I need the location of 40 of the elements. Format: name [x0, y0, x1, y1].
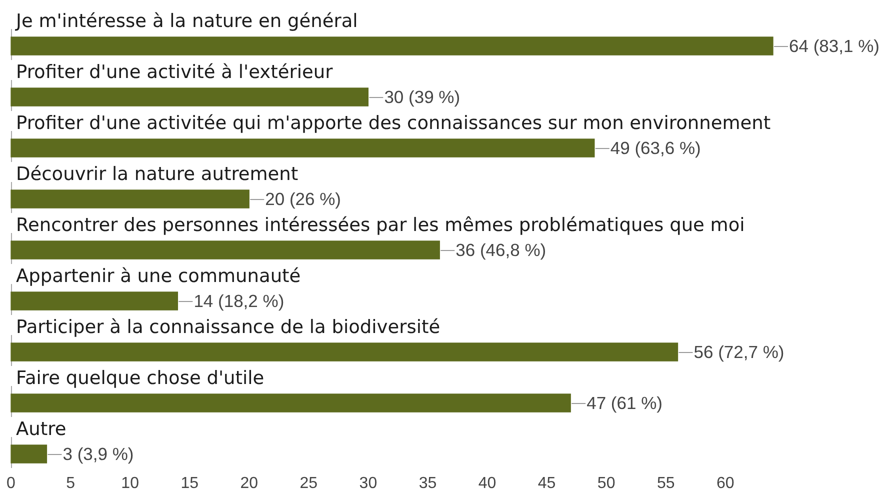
bar — [10, 138, 595, 158]
x-tick-label: 40 — [478, 475, 496, 492]
data-label: 30 (39 %) — [384, 86, 460, 107]
y-tick-label: Rencontrer des personnes intéressées par les mêmes problématiques que moi — [16, 215, 745, 236]
y-tick-label: Découvrir la nature autrement — [16, 164, 298, 185]
x-tick-label: 20 — [240, 475, 258, 492]
x-tick-label: 50 — [597, 475, 616, 492]
y-tick-label: Je m'intéresse à la nature en général — [15, 11, 358, 32]
x-tick-label: 35 — [418, 475, 437, 492]
data-label: 47 (61 %) — [586, 392, 662, 413]
bar — [10, 444, 48, 464]
bar — [10, 292, 178, 310]
bar — [10, 240, 440, 260]
x-tick-label: 55 — [656, 475, 675, 492]
x-tick-label: 0 — [6, 475, 16, 492]
data-label: 36 (46,8 %) — [456, 240, 546, 260]
y-tick-label: Profiter d'une activité à l'extérieur — [16, 62, 334, 83]
bar — [10, 394, 571, 412]
y-tick-label: Faire quelque chose d'utile — [16, 368, 264, 389]
y-tick-label: Participer à la connaissance de la biodiversité — [16, 317, 440, 338]
bar — [10, 342, 678, 362]
y-tick-label: Profiter d'une activitée qui m'apporte des connaissances sur mon environnement — [16, 113, 771, 134]
data-label: 56 (72,7 %) — [694, 342, 784, 362]
x-tick-label: 25 — [300, 475, 318, 492]
x-tick-label: 5 — [66, 475, 76, 492]
x-tick-label: 45 — [538, 475, 556, 492]
data-label: 14 (18,2 %) — [194, 290, 284, 311]
x-tick-label: 60 — [716, 475, 734, 492]
data-label: 3 (3,9 %) — [62, 444, 134, 464]
y-tick-label: Autre — [16, 419, 66, 440]
y-tick-label: Appartenir à une communauté — [16, 266, 301, 287]
data-label: 20 (26 %) — [265, 188, 341, 209]
data-label: 64 (83,1 %) — [789, 36, 880, 56]
x-tick-label: 15 — [180, 475, 199, 492]
x-tick-label: 30 — [359, 475, 378, 492]
bar — [10, 88, 369, 106]
bar — [10, 36, 774, 56]
x-tick-label: 10 — [121, 475, 140, 492]
data-label: 49 (63,6 %) — [610, 138, 701, 158]
bar — [10, 190, 250, 208]
